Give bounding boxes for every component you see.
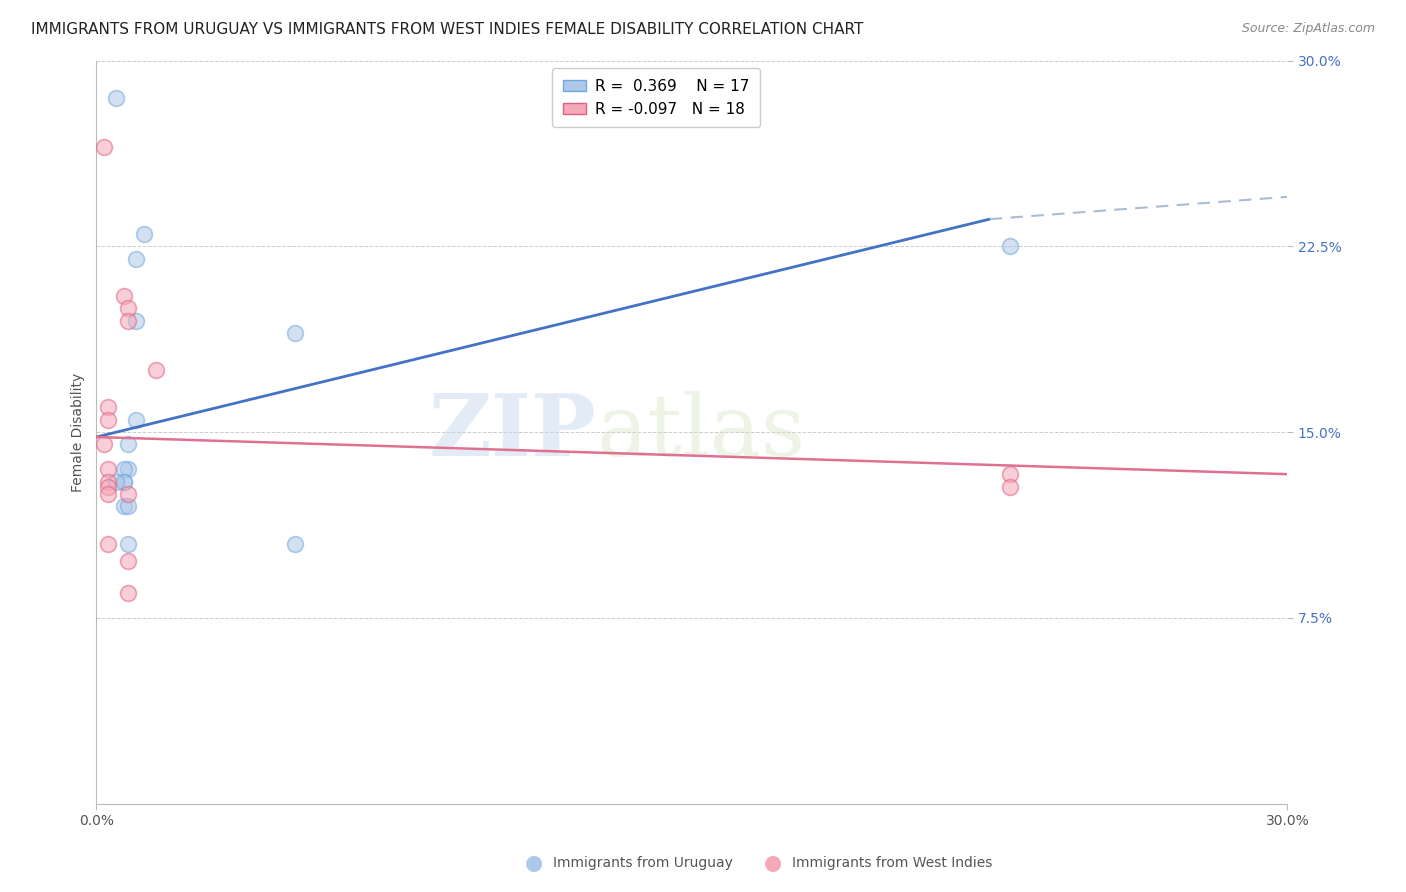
Point (97, 413, 120, 427)
Legend: R =  0.369    N = 17, R = -0.097   N = 18: R = 0.369 N = 17, R = -0.097 N = 18 (553, 69, 761, 128)
Point (998, 239, 1021, 253)
Point (117, 500, 139, 514)
Point (97, 487, 120, 501)
Point (112, 462, 135, 476)
Point (117, 536, 139, 550)
Text: IMMIGRANTS FROM URUGUAY VS IMMIGRANTS FROM WEST INDIES FEMALE DISABILITY CORRELA: IMMIGRANTS FROM URUGUAY VS IMMIGRANTS FR… (31, 22, 863, 37)
Text: Source: ZipAtlas.com: Source: ZipAtlas.com (1241, 22, 1375, 36)
Point (132, 227, 155, 241)
Point (284, 326, 307, 340)
Point (112, 289, 135, 303)
Text: ZIP: ZIP (429, 390, 596, 474)
Text: Immigrants from Uruguay: Immigrants from Uruguay (553, 855, 733, 870)
Point (117, 554, 139, 568)
Point (112, 500, 135, 514)
Point (117, 301, 139, 316)
Point (998, 479, 1021, 493)
Point (145, 363, 167, 377)
Point (112, 475, 135, 489)
Point (112, 475, 135, 489)
Point (105, 475, 128, 489)
Point (125, 252, 148, 266)
Point (117, 313, 139, 327)
Point (93, 437, 115, 451)
Point (125, 413, 148, 427)
Text: ●: ● (765, 853, 782, 872)
Point (125, 313, 148, 327)
Point (117, 462, 139, 476)
Point (97, 462, 120, 476)
Point (97, 401, 120, 415)
Point (998, 467, 1021, 482)
Point (97, 536, 120, 550)
Point (117, 586, 139, 600)
Point (97, 475, 120, 489)
Text: ●: ● (526, 853, 543, 872)
Point (117, 437, 139, 451)
Text: Immigrants from West Indies: Immigrants from West Indies (792, 855, 993, 870)
Point (284, 536, 307, 550)
Text: atlas: atlas (596, 391, 806, 474)
Point (93, 140, 115, 154)
Point (117, 487, 139, 501)
Point (97, 479, 120, 493)
Point (105, 91, 128, 105)
Y-axis label: Female Disability: Female Disability (72, 373, 86, 491)
